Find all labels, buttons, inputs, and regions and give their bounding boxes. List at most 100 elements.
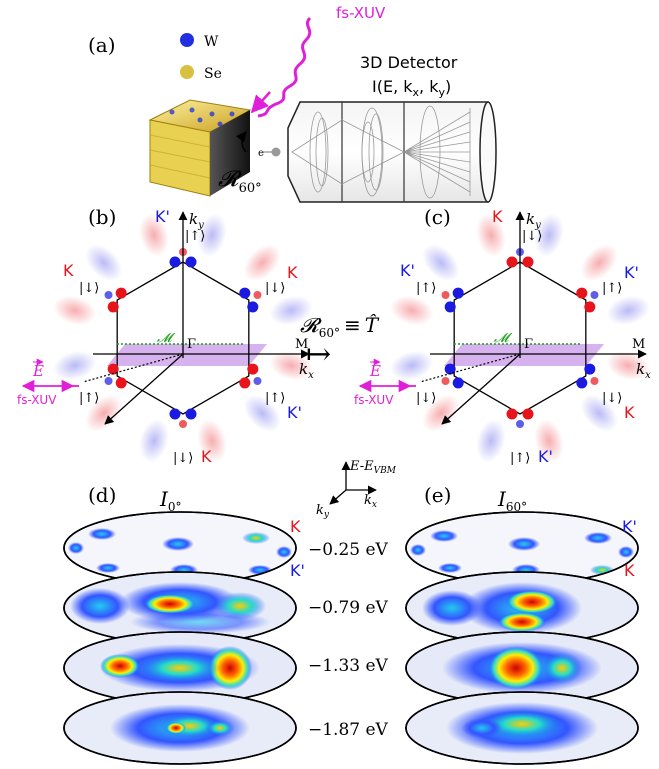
valley-dot <box>253 377 262 385</box>
xuv-pulse-icon <box>257 16 312 118</box>
panel-e-title: I60° <box>497 487 527 514</box>
valley-dot <box>107 363 119 375</box>
spin-label: |↑⟩ <box>416 281 436 296</box>
valley-dot <box>590 291 599 299</box>
orbital-lobe <box>243 394 281 432</box>
valley-dot <box>452 377 464 389</box>
energy-label: −1.87 eV <box>308 720 389 740</box>
spin-label: |↓⟩ <box>79 281 99 296</box>
se-atom-icon <box>180 65 194 79</box>
valley-dot <box>185 408 197 420</box>
w-atom-icon <box>180 33 194 47</box>
panel-label: (b) <box>88 205 116 229</box>
spin-label: |↑⟩ <box>510 451 530 466</box>
orbital-lobe <box>197 213 227 257</box>
valley-dot <box>253 291 262 299</box>
valley-dot <box>239 287 251 299</box>
orbital-lobe <box>580 244 618 282</box>
maps-to-arrow-icon: ↦ <box>306 337 331 372</box>
rotation-arrow-icon <box>235 131 247 153</box>
kx-label: kx <box>299 360 314 381</box>
kx-label: kx <box>636 360 651 381</box>
mirror-label: 𝓜 <box>157 331 176 346</box>
valley-label: K' <box>624 263 639 282</box>
panel-a: (a) W Se 𝓡60° e fs- <box>88 4 497 203</box>
valley-dot <box>441 291 450 299</box>
panel-d-slices <box>63 511 297 765</box>
valley-dot <box>247 301 259 313</box>
spin-label: |↑⟩ <box>185 229 205 244</box>
xuv-source-label: fs-XUV <box>17 393 57 407</box>
m-point-label: M <box>632 337 645 352</box>
energy-label: −0.79 eV <box>308 598 389 618</box>
gamma-point-label: Γ <box>187 337 196 352</box>
detector-title: 3D Detector <box>360 53 458 72</box>
orbital-lobe <box>390 350 434 381</box>
valley-label: K' <box>155 207 170 226</box>
se-atom-label: Se <box>204 66 222 82</box>
spin-label: |↑⟩ <box>79 391 99 406</box>
energy-label: −1.33 eV <box>308 656 389 676</box>
momentum-slice <box>405 691 639 765</box>
valley-label: K' <box>538 447 553 466</box>
xuv-beam-arrow <box>250 91 271 114</box>
detector-icon <box>287 101 497 203</box>
panel-label: (c) <box>424 205 451 229</box>
valley-dot <box>104 291 113 299</box>
orbital-lobe <box>85 244 123 282</box>
valley-dot <box>239 377 251 389</box>
valley-dot <box>115 287 127 299</box>
panel-d-corner-top: K <box>290 517 301 536</box>
valley-dot <box>516 420 524 428</box>
electron-icon <box>271 147 281 157</box>
valley-dot <box>576 377 588 389</box>
ky-label: ky <box>526 210 541 231</box>
valley-dot <box>104 377 113 385</box>
crystal-cube-icon <box>148 99 252 197</box>
energy-label: −0.25 eV <box>308 540 389 560</box>
valley-dot <box>506 408 518 420</box>
xuv-source-label: fs-XUV <box>354 393 394 407</box>
valley-dot <box>169 408 181 420</box>
orbital-lobe <box>197 419 227 463</box>
brillouin-zone-hexagon <box>116 261 250 415</box>
valley-dot <box>179 420 187 428</box>
momentum-slice <box>405 631 639 705</box>
orbital-lobe <box>476 213 506 257</box>
panel-a-label: (a) <box>88 33 116 57</box>
valley-dot <box>444 363 456 375</box>
valley-dot <box>576 287 588 299</box>
momentum-slice <box>405 571 639 645</box>
valley-dot <box>584 363 596 375</box>
valley-dot <box>247 363 259 375</box>
axis-kx-label: kx <box>364 493 377 510</box>
brillouin-zone-hexagon <box>453 261 587 415</box>
valley-dot <box>506 256 518 268</box>
orbital-lobe <box>534 419 564 463</box>
ky-label: ky <box>189 210 204 231</box>
efield-label: E <box>32 362 44 380</box>
valley-dot <box>115 377 127 389</box>
panel-d-label: (d) <box>88 483 116 507</box>
valley-dot <box>522 408 534 420</box>
valley-label: K <box>287 263 298 282</box>
rotation-symbol: 𝓡60° <box>218 167 262 196</box>
orbital-lobe <box>243 244 281 282</box>
spin-label: |↓⟩ <box>416 391 436 406</box>
symmetry-operator: 𝓡60° ≡ T̂ ↦ <box>300 313 380 372</box>
panel-e-corner-bottom: K <box>624 561 635 580</box>
valley-label: K <box>624 403 635 422</box>
orbital-lobe <box>606 295 650 326</box>
valley-label: K <box>63 261 74 280</box>
operator-expression: 𝓡60° ≡ T̂ <box>300 313 380 340</box>
orbital-lobe <box>53 295 97 326</box>
valley-label: K <box>201 447 212 466</box>
orbital-lobe <box>269 295 313 326</box>
detector-signal: I(E, kx, ky) <box>372 77 451 99</box>
panel-d-title: I0° <box>159 487 182 514</box>
spin-label: |↑⟩ <box>265 391 285 406</box>
momentum-slice <box>63 631 297 705</box>
